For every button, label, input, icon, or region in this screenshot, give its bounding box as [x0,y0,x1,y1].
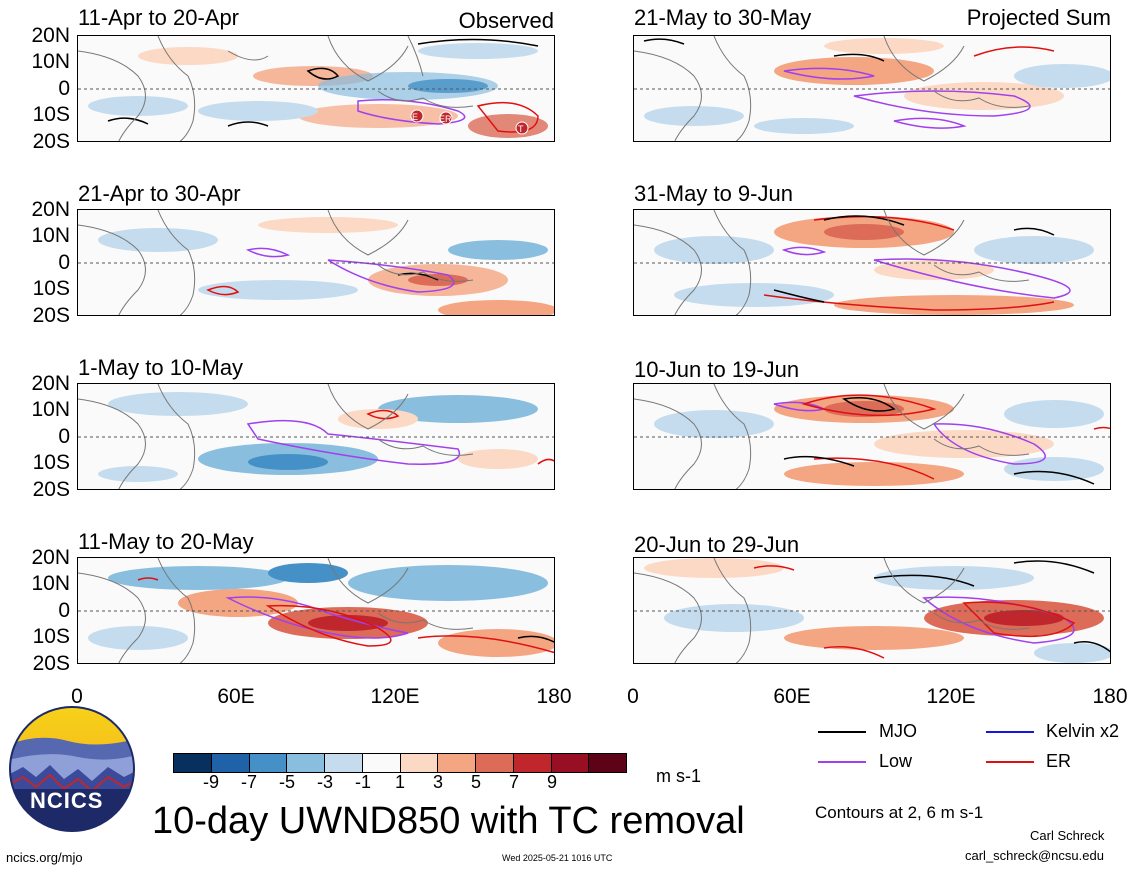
legend-label-low: Low [879,751,913,771]
lat-tick: 20S [32,304,70,327]
colorbar-label: 9 [546,772,557,792]
author: Carl Schreck [1030,828,1105,843]
panel-title: 20-Jun to 29-Jun [634,532,800,557]
map-panel-observed-1 [77,35,555,142]
legend-swatch-kelvin [986,731,1034,733]
lat-tick: 0 [58,77,70,100]
colorbar-label: -5 [278,772,295,792]
source-url[interactable]: ncics.org/mjo [6,850,83,865]
legend-swatch-er [986,761,1034,763]
lat-tick: 10S [32,625,70,648]
panel-title: 1-May to 10-May [78,355,244,380]
map-panel-observed-3 [77,383,555,490]
colorbar-swatch [589,754,626,772]
legend-swatch-mjo [818,731,866,733]
map-panel-projected-3 [633,383,1111,490]
lat-tick: 20N [31,546,70,569]
legend-label-mjo: MJO [879,721,917,741]
colorbar-label: 3 [432,772,443,792]
colorbar-label: -3 [316,772,333,792]
legend-swatch-low [818,761,866,763]
colorbar-swatch [249,754,288,772]
lat-tick: 0 [58,425,70,448]
map-panel-projected-4 [633,557,1111,664]
colorbar-label: 1 [394,772,405,792]
ncics-logo [8,705,136,833]
colorbar-swatch [174,754,212,772]
lon-tick: 60E [217,685,255,708]
colorbar-label: -7 [240,772,257,792]
lon-tick: 60E [773,685,811,708]
legend-label-kelvin: Kelvin x2 [1046,721,1120,741]
panel-title: 21-Apr to 30-Apr [78,181,241,206]
colorbar-swatch [400,754,439,772]
tc-marker-label: ER [439,114,452,124]
lat-tick: 20S [32,478,70,501]
lat-tick: 20N [31,372,70,395]
lon-tick: 120E [926,685,976,708]
panel-title: 11-Apr to 20-Apr [78,5,240,30]
lat-tick: 10N [31,224,70,247]
lat-tick: 20N [31,198,70,221]
lat-tick: 0 [58,251,70,274]
lon-tick: 180 [536,685,572,708]
lon-tick: 0 [71,685,83,708]
figure-title: 10-day UWND850 with TC removal [152,800,745,842]
lon-tick: 120E [370,685,420,708]
tc-marker-label: T [518,124,524,134]
panel-tag: Projected Sum [966,5,1111,30]
map-panel-observed-2 [77,209,555,316]
lat-tick: 20S [32,652,70,675]
colorbar-swatch [211,754,250,772]
lat-tick: 0 [58,599,70,622]
panel-tag: Observed [458,8,554,33]
panel-title: 21-May to 30-May [634,5,812,30]
lat-tick: 10N [31,572,70,595]
lat-tick: 10S [32,451,70,474]
colorbar-label: 7 [508,772,519,792]
map-panel-observed-4 [77,557,555,664]
lon-tick: 180 [1092,685,1128,708]
panel-title: 10-Jun to 19-Jun [634,357,800,382]
colorbar-units: m s-1 [656,766,701,786]
author-email[interactable]: carl_schreck@ncsu.edu [965,848,1104,863]
lat-tick: 10S [32,277,70,300]
colorbar-swatch [476,754,514,772]
lat-tick: 10S [32,103,70,126]
map-panel-projected-2 [633,209,1111,316]
contour-note: Contours at 2, 6 m s-1 [815,803,984,822]
colorbar-swatch [325,754,363,772]
lat-tick: 10N [31,50,70,73]
legend-label-er: ER [1046,751,1072,771]
colorbar [173,753,627,773]
colorbar-swatch [438,754,476,772]
colorbar-swatch [551,754,590,772]
colorbar-label: 5 [470,772,481,792]
logo-text: NCICS [30,788,104,813]
panel-title: 11-May to 20-May [78,529,254,554]
colorbar-swatch [513,754,552,772]
timestamp: Wed 2025-05-21 1016 UTC [502,853,613,863]
colorbar-label: -1 [354,772,371,792]
tc-markers [410,109,529,135]
lat-tick: 20N [31,24,70,47]
map-panel-projected-1 [633,35,1111,142]
lat-tick: 20S [32,130,70,153]
lon-tick: 0 [627,685,639,708]
colorbar-swatch [362,754,401,772]
colorbar-swatch [287,754,325,772]
lat-tick: 10N [31,398,70,421]
colorbar-label: -9 [202,772,219,792]
tc-marker-label: E [412,112,419,122]
panel-title: 31-May to 9-Jun [634,181,793,206]
